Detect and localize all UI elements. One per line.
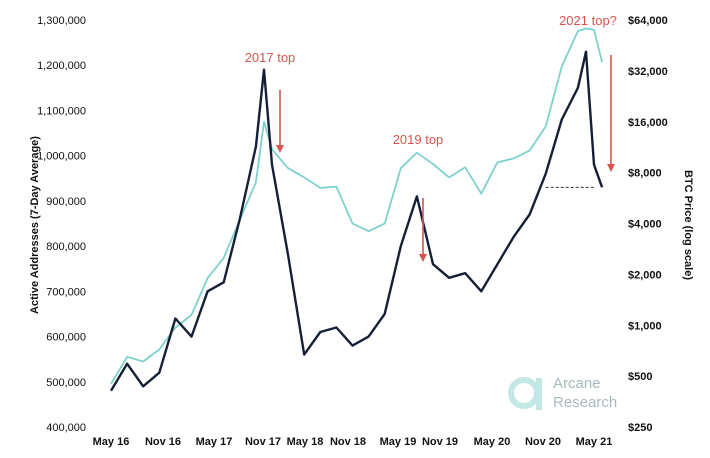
right-axis-title: BTC Price (log scale) [682, 170, 694, 280]
left-tick-label: 1,100,000 [37, 105, 86, 117]
logo-line2: Research [553, 394, 617, 411]
right-tick-label: $16,000 [628, 117, 668, 129]
left-axis-ticks: 400,000 500,000 600,000 700,000 800,000 900,0… [37, 15, 86, 434]
right-tick-label: $4,000 [628, 219, 662, 231]
series-layer [109, 27, 604, 392]
right-axis-ticks: $250 $500 $1,000 $2,000 $4,000 $8,000 $16,000 $… [628, 15, 668, 434]
x-tick-label: Nov 20 [525, 436, 561, 448]
x-tick-label: Nov 19 [422, 436, 458, 448]
annotation-label: 2019 top [393, 132, 444, 147]
x-tick-label: May 20 [474, 436, 511, 448]
logo-line1: Arcane [553, 375, 601, 392]
right-tick-label: $2,000 [628, 269, 662, 281]
right-tick-label: $500 [628, 371, 652, 383]
right-tick-label: $64,000 [628, 15, 668, 27]
btc-price-line [110, 27, 603, 385]
left-tick-label: 1,000,000 [37, 151, 86, 163]
x-tick-label: May 18 [287, 436, 324, 448]
annotation-arrowhead [276, 145, 284, 153]
x-tick-label: Nov 17 [245, 436, 281, 448]
active-addresses-line [109, 50, 604, 392]
right-tick-label: $8,000 [628, 168, 662, 180]
left-axis-title: Active Addresses (7-Day Average) [29, 136, 41, 314]
left-tick-label: 600,000 [46, 332, 86, 344]
annotation-label: 2017 top [245, 50, 296, 65]
arcane-research-logo: Arcane Research [508, 375, 617, 411]
arcane-logo-icon [508, 377, 542, 410]
annotation-arrowhead [607, 164, 615, 172]
left-tick-label: 800,000 [46, 241, 86, 253]
left-tick-label: 400,000 [46, 422, 86, 434]
left-tick-label: 900,000 [46, 196, 86, 208]
right-tick-label: $250 [628, 422, 652, 434]
annotations-layer: 2017 top 2019 top 2021 top? [245, 13, 617, 262]
annotation-arrowhead [419, 254, 427, 262]
x-tick-label: Nov 16 [145, 436, 181, 448]
left-tick-label: 700,000 [46, 286, 86, 298]
x-axis-ticks: May 16 Nov 16 May 17 Nov 17 May 18 Nov 18 May … [93, 436, 613, 448]
right-tick-label: $1,000 [628, 320, 662, 332]
annotation-label: 2021 top? [559, 13, 617, 28]
right-tick-label: $32,000 [628, 66, 668, 78]
x-tick-label: May 16 [93, 436, 130, 448]
left-tick-label: 500,000 [46, 377, 86, 389]
x-tick-label: Nov 18 [330, 436, 366, 448]
left-tick-label: 1,200,000 [37, 60, 86, 72]
x-tick-label: May 21 [576, 436, 613, 448]
x-tick-label: May 19 [380, 436, 417, 448]
x-tick-label: May 17 [196, 436, 233, 448]
left-tick-label: 1,300,000 [37, 15, 86, 27]
